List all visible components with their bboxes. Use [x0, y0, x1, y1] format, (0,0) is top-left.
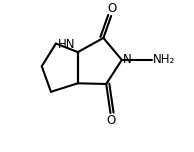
- Text: N: N: [123, 53, 132, 66]
- Text: O: O: [107, 2, 117, 15]
- Text: O: O: [107, 114, 116, 128]
- Text: HN: HN: [58, 38, 75, 51]
- Text: NH₂: NH₂: [153, 53, 175, 66]
